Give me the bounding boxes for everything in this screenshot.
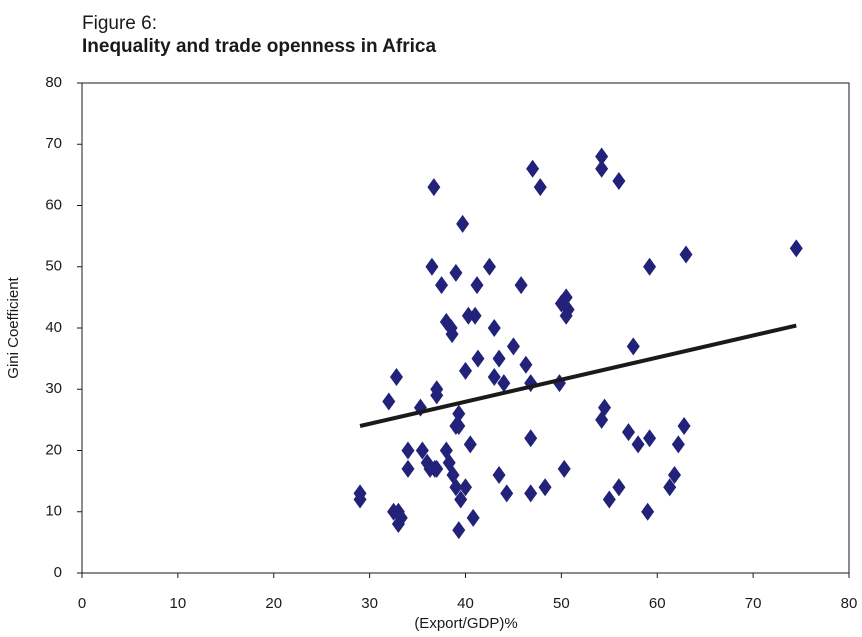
data-point [466,508,480,527]
x-tick-label: 0 [78,595,86,612]
x-tick-label: 70 [745,595,762,612]
data-point [391,502,405,521]
y-tick-label: 0 [54,564,62,581]
x-axis-label: (Export/GDP)% [414,615,517,632]
y-tick-label: 70 [45,135,62,152]
data-point [452,521,466,540]
x-tick-label: 10 [170,595,187,612]
data-point [643,257,657,276]
data-point [401,441,415,460]
data-point [595,147,609,166]
data-point [524,484,538,503]
data-point [612,172,626,190]
data-point [425,257,439,276]
data-point [671,435,685,454]
chart-subtitle: Inequality and trade openness in Africa [82,36,436,57]
data-point [389,368,403,386]
data-point [470,276,484,295]
data-point [514,276,528,295]
data-point [459,478,472,497]
data-point [561,300,575,319]
data-point [471,349,485,368]
y-tick-label: 30 [45,380,62,397]
data-point [454,490,468,509]
data-point [461,306,475,325]
data-point [492,349,506,368]
data-point [626,337,640,356]
data-point [487,368,501,386]
data-point [449,263,463,282]
y-tick-label: 40 [45,319,62,336]
y-tick-label: 80 [45,74,62,91]
data-point [668,466,682,484]
data-point [663,478,677,497]
data-point [487,319,501,337]
data-point [459,361,472,380]
data-point [526,159,540,178]
data-point [506,337,520,356]
data-point [430,386,444,405]
data-point [401,459,415,478]
y-tick-label: 60 [45,196,62,213]
data-point [631,435,645,454]
y-tick-label: 10 [45,503,62,520]
data-point [482,257,496,276]
x-tick-label: 20 [265,595,282,612]
y-axis-label: Gini Coefficient [5,276,22,378]
data-point [427,178,441,197]
data-point [449,478,463,497]
data-point [789,239,803,258]
data-point [598,398,612,417]
x-tick-label: 50 [553,595,570,612]
y-tick-label: 20 [45,441,62,458]
data-point [468,306,482,325]
data-point [492,466,506,484]
data-point [500,484,514,503]
data-point [538,478,552,497]
data-point [430,459,444,478]
data-point [524,429,538,448]
x-tick-label: 80 [841,595,858,612]
data-point [353,490,367,509]
data-point [519,355,533,374]
data-point [602,490,616,509]
data-point [456,214,470,233]
data-point [679,245,693,264]
data-point [452,417,466,435]
y-tick-label: 50 [45,258,62,275]
data-point [452,404,466,423]
data-point [641,502,655,521]
x-tick-label: 30 [361,595,378,612]
data-point [612,478,626,497]
x-tick-label: 40 [457,595,474,612]
data-point [445,325,459,344]
chart-title: Figure 6: [82,13,157,34]
data-point [677,417,691,435]
x-tick-label: 60 [649,595,666,612]
data-point [533,178,547,197]
data-point [559,288,573,307]
trend-line [359,323,797,428]
data-point [497,374,511,393]
data-point [595,159,609,178]
data-point [643,429,657,448]
data-point [463,435,477,454]
data-point [557,459,571,478]
data-point [621,423,635,442]
data-point [382,392,396,411]
data-point [415,441,429,460]
data-point [435,276,449,295]
